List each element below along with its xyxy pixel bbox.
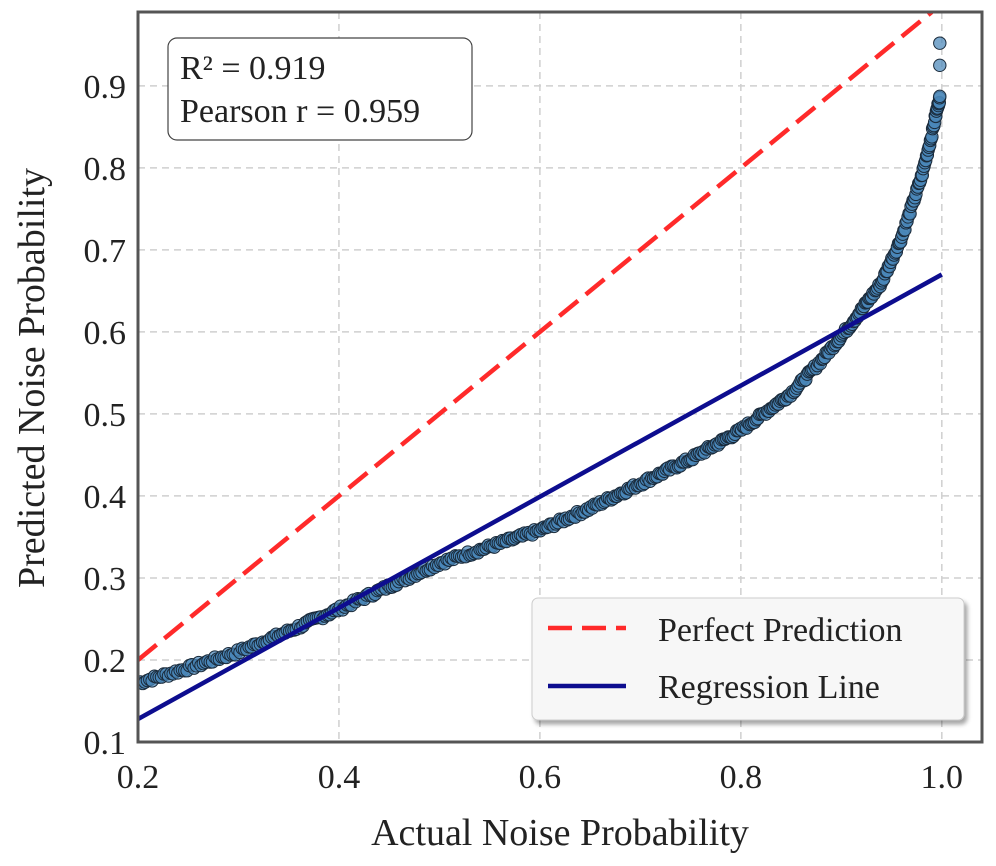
legend: Perfect Prediction Regression Line	[531, 597, 965, 721]
x-tick-label-3: 0.8	[720, 759, 763, 796]
y-tick-label-5: 0.6	[84, 315, 127, 352]
legend-box	[531, 597, 965, 721]
scatter-point	[933, 89, 947, 104]
reference-lines	[138, 12, 943, 722]
x-axis-label: Actual Noise Probability	[371, 812, 749, 854]
stats-box	[167, 37, 473, 141]
stats-annotation: R² = 0.919 Pearson r = 0.959	[167, 37, 473, 141]
legend-label-regression: Regression Line	[658, 669, 880, 706]
legend-label-perfect: Perfect Prediction	[658, 612, 903, 649]
x-tick-label-4: 1.0	[921, 759, 964, 796]
grid-lines	[138, 12, 982, 742]
y-tick-label-8: 0.9	[84, 69, 127, 106]
y-tick-label-2: 0.3	[84, 561, 127, 598]
perfect-prediction-line	[138, 12, 934, 662]
y-tick-label-1: 0.2	[84, 643, 127, 680]
scatter-points	[138, 36, 947, 691]
x-tick-label-1: 0.4	[318, 759, 361, 796]
scatter-point	[933, 58, 947, 73]
x-tick-label-0: 0.2	[117, 759, 160, 796]
regression-line	[138, 272, 943, 722]
scatter-point	[933, 36, 947, 50]
y-tick-label-3: 0.4	[84, 479, 127, 516]
x-tick-labels: 0.2 0.4 0.6 0.8 1.0	[117, 759, 963, 796]
y-axis-label: Predicted Noise Probability	[11, 168, 53, 588]
y-tick-label-6: 0.7	[84, 233, 127, 270]
y-tick-label-0: 0.1	[84, 725, 127, 762]
y-tick-label-4: 0.5	[84, 397, 127, 434]
r-squared-text: R² = 0.919	[180, 50, 326, 87]
plot-frame	[136, 10, 984, 744]
y-tick-labels: 0.1 0.2 0.3 0.4 0.5 0.6 0.7 0.8 0.9	[84, 69, 127, 762]
pearson-r-text: Pearson r = 0.959	[180, 93, 420, 130]
x-tick-label-2: 0.6	[519, 759, 562, 796]
y-tick-label-7: 0.8	[84, 151, 127, 188]
